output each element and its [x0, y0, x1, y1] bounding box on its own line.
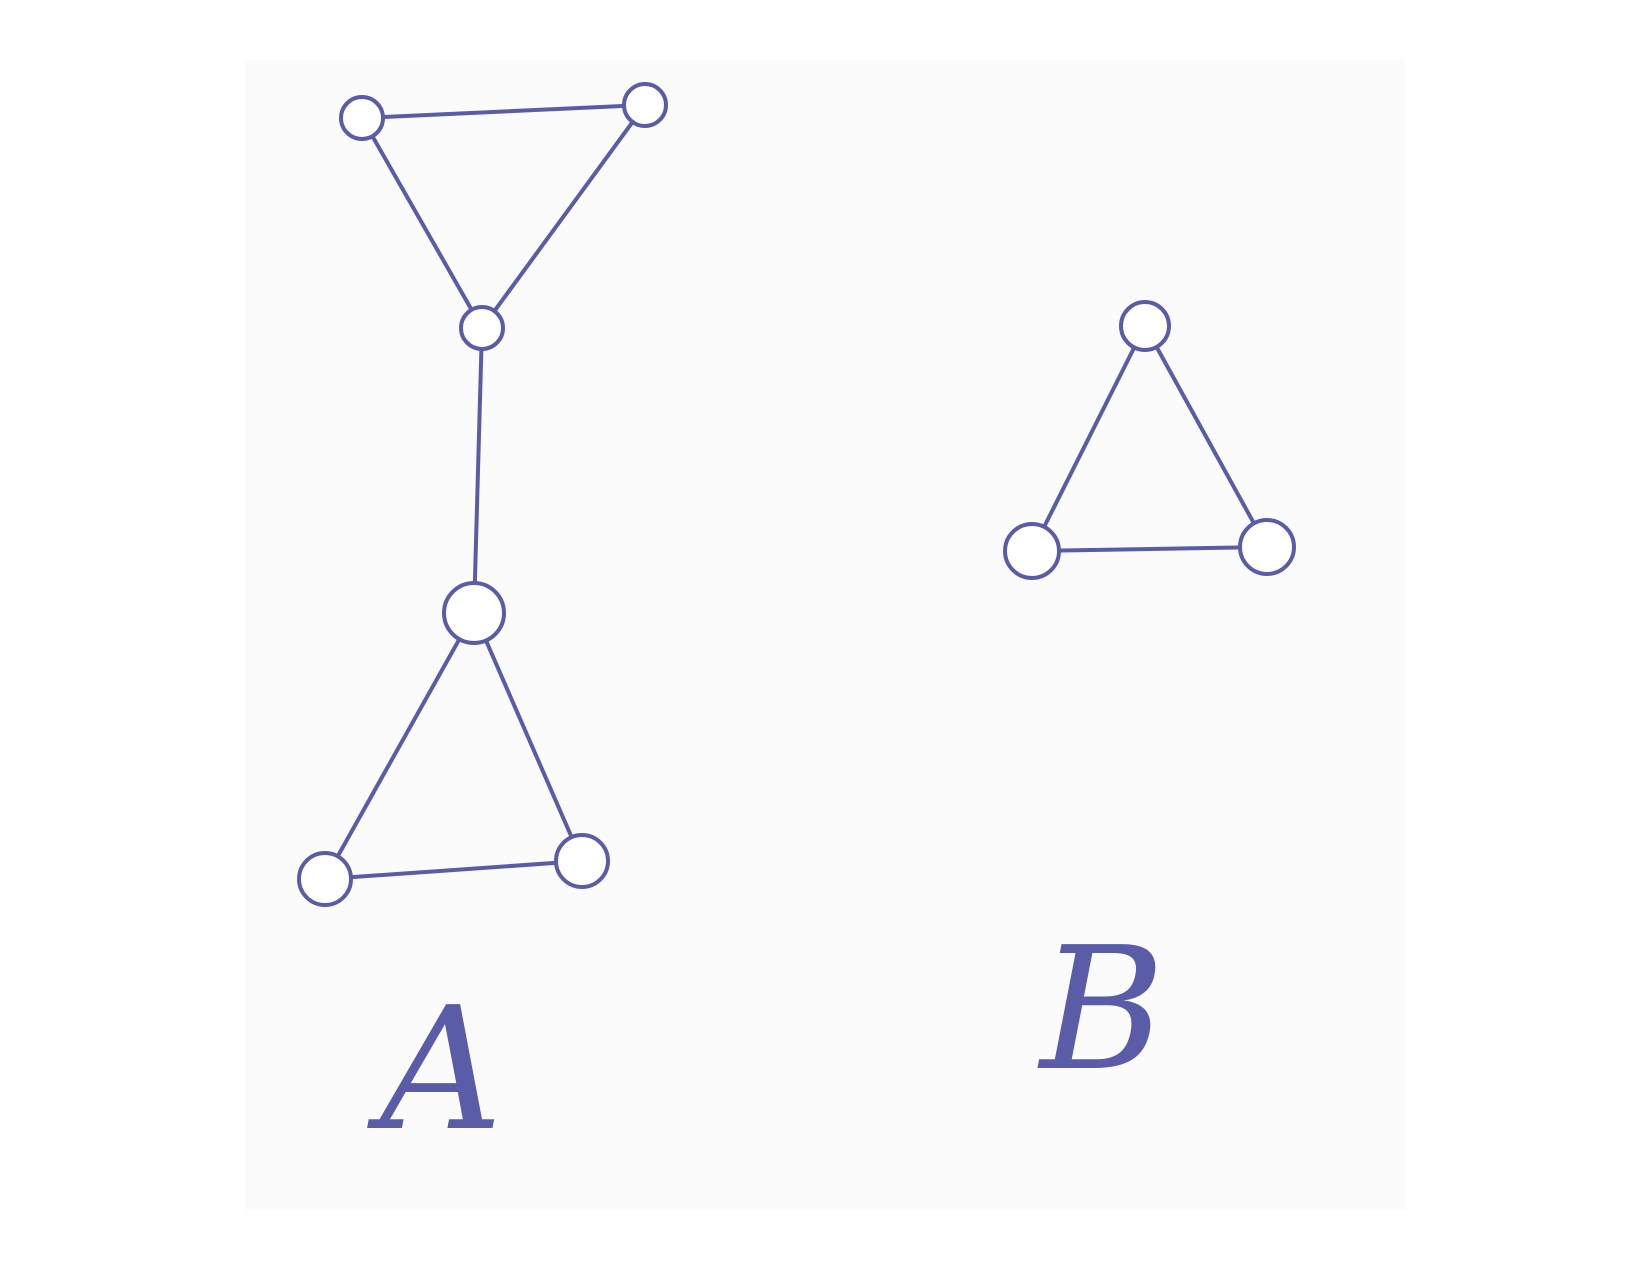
edge-a4-a5: [323, 611, 476, 881]
graph-b-label: B: [1037, 911, 1165, 1109]
node-a2: [622, 82, 668, 128]
graph-a-label: A: [367, 971, 503, 1169]
edge-b1-b2: [1030, 324, 1147, 553]
node-b3: [1238, 518, 1296, 576]
node-a6: [554, 833, 610, 889]
edge-b1-b3: [1143, 324, 1269, 549]
nodes-layer: [297, 82, 1296, 907]
edge-a2-a3: [480, 103, 647, 330]
edge-a4-a6: [472, 611, 584, 863]
node-b2: [1003, 522, 1061, 580]
node-a4: [442, 581, 506, 645]
edge-a1-a2: [360, 103, 647, 120]
node-a5: [297, 851, 353, 907]
edge-a5-a6: [323, 859, 584, 881]
node-a3: [459, 305, 505, 351]
edge-a3-a4: [472, 326, 484, 615]
edge-b2-b3: [1030, 545, 1269, 553]
node-a1: [339, 95, 385, 141]
node-b1: [1119, 300, 1171, 352]
edges-layer: [323, 103, 1269, 881]
edge-a1-a3: [360, 116, 484, 330]
